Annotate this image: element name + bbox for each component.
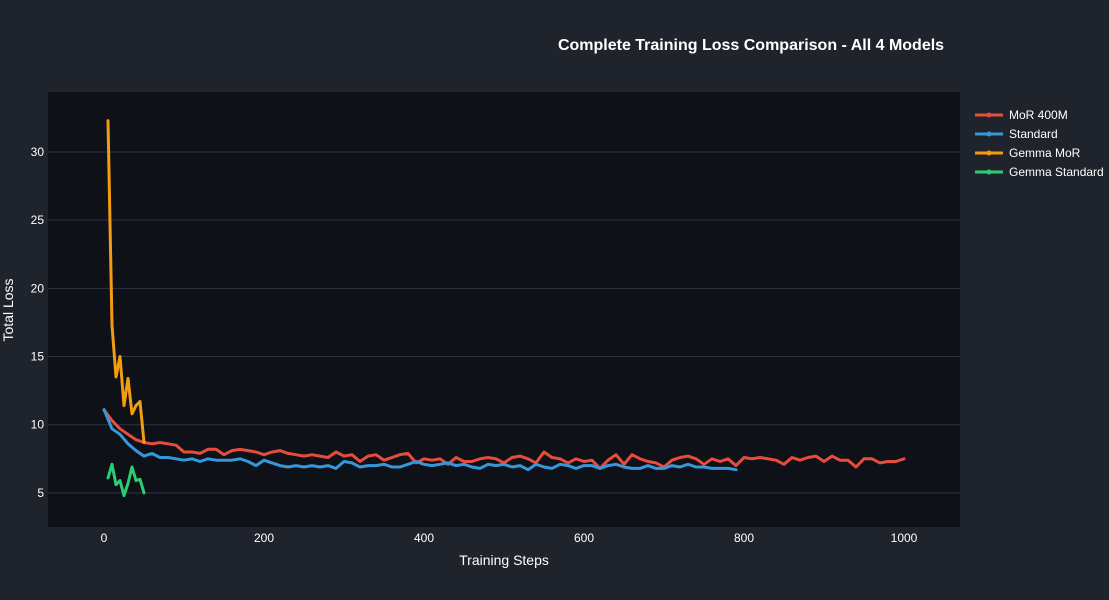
series-line-gemma-standard (106, 462, 146, 498)
legend-item-mor-400m[interactable]: MoR 400M (975, 108, 1068, 122)
legend-item-gemma-mor[interactable]: Gemma MoR (975, 146, 1081, 160)
x-tick-label: 600 (574, 531, 594, 545)
legend-label: Gemma MoR (1009, 146, 1081, 160)
y-tick-label: 30 (31, 145, 45, 159)
legend-label: Standard (1009, 127, 1058, 141)
x-tick-label: 1000 (891, 531, 918, 545)
x-axis-label: Training Steps (459, 552, 549, 568)
y-tick-label: 10 (31, 418, 45, 432)
legend-item-standard[interactable]: Standard (975, 127, 1058, 141)
y-tick-label: 20 (31, 281, 45, 295)
axis-ticks: 5 10 15 20 25 30 0 200 400 600 800 1000 (31, 145, 918, 545)
legend[interactable]: MoR 400M Standard Gemma MoR Gemma Standard (975, 108, 1104, 179)
legend-marker (986, 112, 992, 118)
x-tick-label: 800 (734, 531, 754, 545)
series-line-gemma-mor (106, 119, 146, 444)
y-tick-label: 15 (31, 350, 45, 364)
legend-item-gemma-standard[interactable]: Gemma Standard (975, 165, 1104, 179)
legend-marker (986, 150, 992, 156)
legend-label: Gemma Standard (1009, 165, 1104, 179)
series-line-standard (102, 408, 738, 472)
legend-marker (986, 131, 992, 137)
series-lines (102, 119, 906, 498)
grid-lines (48, 151, 960, 494)
legend-marker (986, 169, 992, 175)
legend-label: MoR 400M (1009, 108, 1068, 122)
x-tick-label: 0 (101, 531, 108, 545)
y-tick-label: 5 (37, 486, 44, 500)
y-tick-label: 25 (31, 213, 45, 227)
y-axis-label: Total Loss (0, 278, 16, 341)
chart-title: Complete Training Loss Comparison - All … (558, 37, 944, 54)
x-tick-label: 400 (414, 531, 434, 545)
x-tick-label: 200 (254, 531, 274, 545)
